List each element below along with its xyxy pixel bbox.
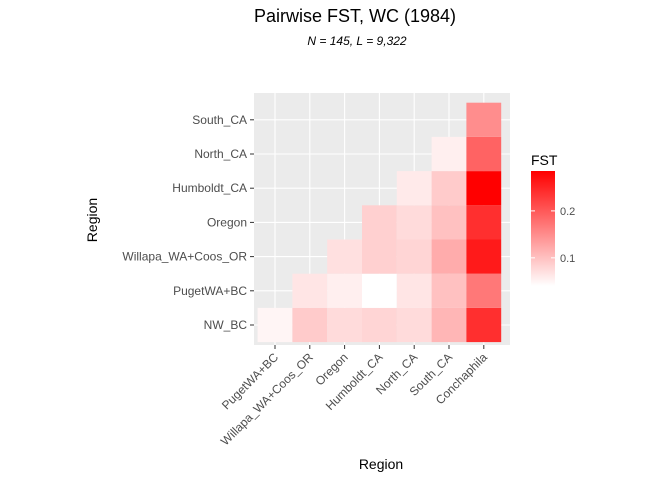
- x-axis-title: Region: [359, 456, 403, 472]
- y-tick-label: NW_BC: [204, 318, 248, 332]
- heatmap-cell: [396, 205, 432, 240]
- heatmap-cell: [396, 307, 432, 343]
- heatmap-cell: [466, 102, 502, 137]
- heatmap-cell: [466, 239, 502, 274]
- heatmap-cell: [396, 171, 432, 206]
- legend-tick-label: 0.2: [560, 206, 575, 218]
- y-tick-label: North_CA: [194, 147, 247, 161]
- heatmap-cell: [292, 273, 328, 308]
- heatmap-cell: [431, 205, 467, 240]
- x-axis: PugetWA+BCWillapa_WA+Coos_OROregonHumbol…: [218, 345, 490, 448]
- heatmap-cell: [362, 239, 397, 274]
- heatmap-cell: [431, 307, 467, 343]
- heatmap-cell: [396, 273, 432, 308]
- y-tick-label: Willapa_WA+Coos_OR: [122, 250, 247, 264]
- heatmap-cell: [431, 273, 467, 308]
- heatmap-cell: [362, 205, 397, 240]
- heatmap-cell: [327, 239, 362, 274]
- legend-ticks: 0.1 0.2: [531, 206, 575, 265]
- legend-colorbar: [531, 171, 555, 286]
- heatmap-cell: [431, 171, 467, 206]
- heatmap-cell: [362, 273, 397, 308]
- heatmap-cell: [466, 307, 502, 343]
- y-axis: NW_BC PugetWA+BC Willapa_WA+Coos_OR Oregon H…: [122, 113, 254, 332]
- heatmap-cell: [396, 239, 432, 274]
- heatmap-cell: [466, 136, 502, 172]
- y-tick-label: Humboldt_CA: [172, 181, 247, 195]
- y-tick-label: PugetWA+BC: [173, 284, 247, 298]
- heatmap-cell: [327, 273, 362, 308]
- legend-tick-label: 0.1: [560, 253, 575, 265]
- heatmap-cell: [431, 136, 467, 172]
- heatmap-cell: [466, 273, 502, 308]
- heatmap-cell: [362, 307, 397, 343]
- heatmap-cell: [327, 307, 362, 343]
- heatmap-cells: [257, 102, 502, 343]
- y-tick-label: South_CA: [192, 113, 247, 127]
- heatmap-cell: [466, 171, 502, 206]
- y-tick-label: Oregon: [207, 215, 247, 229]
- y-axis-title: Region: [84, 198, 100, 242]
- chart-subtitle: N = 145, L = 9,322: [307, 34, 407, 48]
- heatmap-cell: [466, 205, 502, 240]
- legend-title: FST: [531, 152, 558, 168]
- heatmap-cell: [257, 307, 293, 343]
- chart-title: Pairwise FST, WC (1984): [254, 6, 456, 26]
- heatmap-cell: [292, 307, 328, 343]
- heatmap-cell: [431, 239, 467, 274]
